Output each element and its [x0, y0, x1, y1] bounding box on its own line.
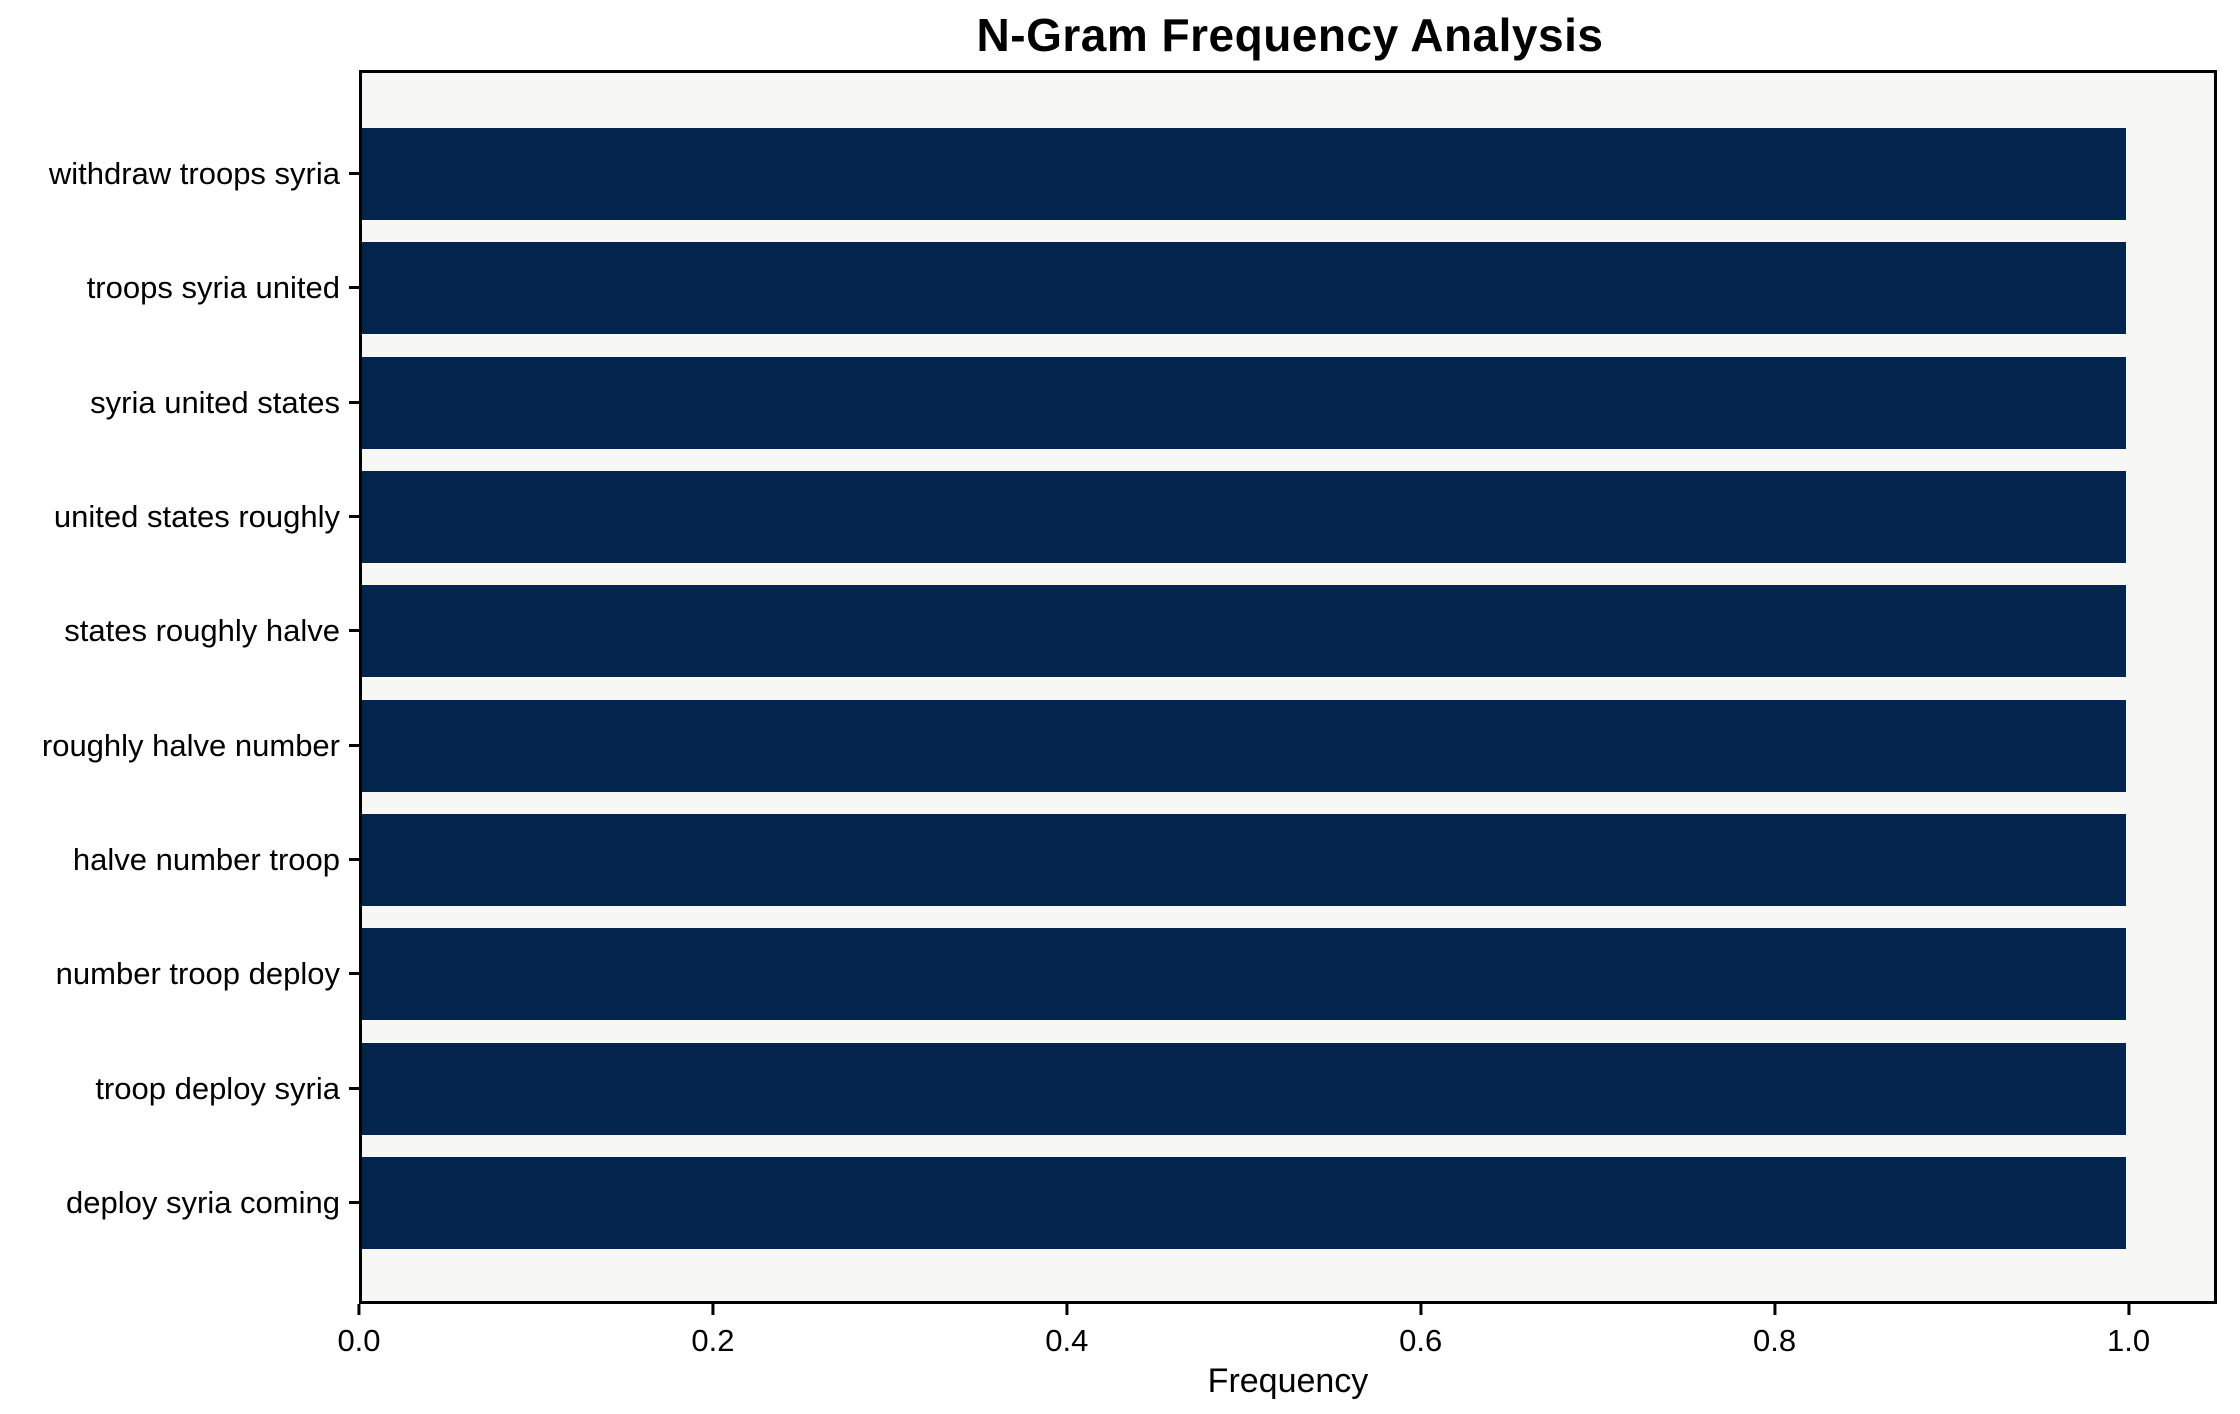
bar-row: number troop deploy [56, 928, 2214, 1021]
x-tick-mark [357, 1304, 361, 1315]
bar-row: states roughly halve [64, 585, 2214, 678]
x-tick-label: 1.0 [2106, 1323, 2151, 1358]
x-axis: 0.0 0.2 0.4 0.6 0.8 1.0 [337, 1304, 2217, 1374]
y-tick-label: united states roughly [53, 498, 340, 534]
x-tick-mark [1065, 1304, 1069, 1315]
y-tick-label: number troop deploy [55, 956, 340, 992]
y-tick-mark [349, 514, 359, 518]
bar [362, 928, 2126, 1021]
x-tick: 0.0 [337, 1304, 381, 1359]
y-tick-mark [349, 743, 359, 747]
x-tick: 0.6 [1399, 1304, 1442, 1359]
y-tick-mark [349, 1086, 359, 1090]
plot-area: withdraw troops syria troops syria unite… [42, 70, 2217, 1304]
y-tick-mark [349, 629, 359, 633]
bar-row: troop deploy syria [95, 1042, 2214, 1135]
bar-row: halve number troop [73, 813, 2214, 906]
bar [362, 470, 2126, 563]
y-tick-label: withdraw troops syria [48, 156, 340, 191]
x-axis-label: Frequency [1207, 1362, 1369, 1400]
x-tick-label: 0.6 [1399, 1323, 1443, 1358]
y-tick-label: halve number troop [72, 841, 340, 877]
x-tick-mark [711, 1304, 715, 1315]
bar [362, 1042, 2126, 1135]
bar [362, 699, 2126, 792]
bar [362, 356, 2126, 449]
y-tick-label: states roughly halve [64, 613, 340, 649]
y-tick-mark [349, 286, 359, 290]
x-tick-mark [1419, 1304, 1423, 1315]
y-tick-mark [349, 172, 359, 175]
bar-row: deploy syria coming [66, 1156, 2214, 1249]
y-tick-label: troops syria united [86, 270, 340, 306]
bar [362, 242, 2126, 335]
bar-row: withdraw troops syria [49, 128, 2214, 220]
y-tick-mark [349, 972, 359, 976]
bar [362, 813, 2126, 906]
x-tick-label: 0.0 [337, 1323, 381, 1358]
x-tick: 1.0 [2107, 1304, 2150, 1359]
x-tick: 0.2 [691, 1304, 734, 1359]
x-tick-label: 0.4 [1045, 1323, 1089, 1358]
x-tick-mark [1773, 1304, 1777, 1315]
bar-row: syria united states [90, 356, 2214, 449]
x-tick: 0.8 [1753, 1304, 1796, 1359]
y-tick-mark [349, 1200, 359, 1204]
y-tick-label: roughly halve number [41, 727, 340, 763]
chart-title: N-Gram Frequency Analysis [976, 9, 1604, 61]
bar [362, 1156, 2126, 1249]
bar [362, 585, 2126, 678]
y-tick-label: syria united states [90, 384, 340, 420]
y-tick-mark [349, 400, 359, 404]
y-tick-mark [349, 857, 359, 861]
bar-row: troops syria united [87, 242, 2214, 335]
y-tick-label: deploy syria coming [66, 1184, 340, 1220]
x-tick-label: 0.8 [1753, 1323, 1797, 1358]
x-tick-mark [2127, 1304, 2131, 1315]
y-tick-label: troop deploy syria [95, 1070, 340, 1106]
x-tick-label: 0.2 [691, 1323, 735, 1358]
bar-row: united states roughly [54, 470, 2214, 563]
x-tick: 0.4 [1045, 1304, 1088, 1359]
bar-row: roughly halve number [42, 699, 2214, 792]
bar [362, 128, 2126, 220]
